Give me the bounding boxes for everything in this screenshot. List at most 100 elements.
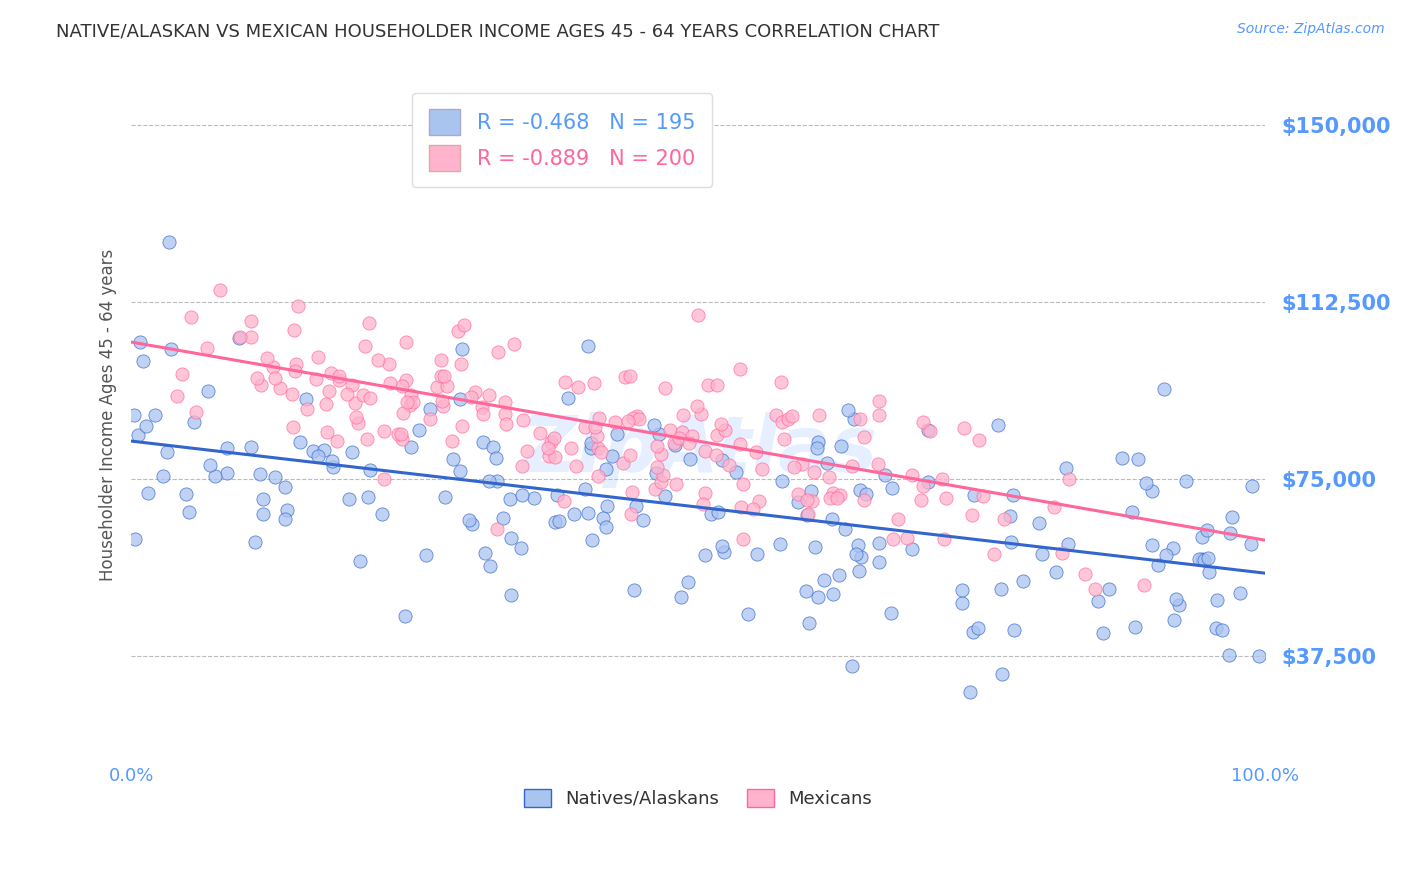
Point [565, 458, 588, 473]
Point [276, 503, 298, 517]
Point [544, 515, 567, 529]
Point [1012, 574, 1035, 589]
Point [1000, 534, 1022, 549]
Point [560, 441, 582, 455]
Point [619, 448, 641, 462]
Point [868, 394, 890, 409]
Point [963, 488, 986, 502]
Point [499, 588, 522, 602]
Point [827, 491, 849, 505]
Point [240, 330, 263, 344]
Point [797, 508, 820, 522]
Point [408, 423, 430, 437]
Point [807, 434, 830, 449]
Point [711, 539, 734, 553]
Point [256, 351, 278, 365]
Point [471, 408, 494, 422]
Point [503, 337, 526, 351]
Point [748, 494, 770, 508]
Point [318, 384, 340, 399]
Point [1121, 505, 1143, 519]
Point [166, 389, 188, 403]
Point [373, 424, 395, 438]
Point [616, 414, 638, 428]
Point [901, 468, 924, 483]
Point [626, 499, 648, 513]
Point [813, 573, 835, 587]
Point [177, 505, 200, 519]
Point [679, 452, 702, 467]
Point [1205, 593, 1227, 607]
Point [143, 409, 166, 423]
Point [129, 335, 152, 350]
Point [790, 458, 813, 472]
Point [343, 396, 366, 410]
Point [950, 583, 973, 598]
Point [765, 409, 787, 423]
Point [419, 402, 441, 417]
Point [620, 507, 643, 521]
Point [252, 507, 274, 521]
Point [1166, 591, 1188, 606]
Point [787, 487, 810, 501]
Point [776, 412, 799, 426]
Point [931, 472, 953, 486]
Point [180, 310, 202, 324]
Point [842, 412, 865, 426]
Point [1220, 510, 1243, 524]
Point [1057, 472, 1080, 486]
Point [1111, 451, 1133, 466]
Point [650, 447, 672, 461]
Point [200, 458, 222, 472]
Point [1133, 578, 1156, 592]
Point [1240, 536, 1263, 550]
Point [322, 460, 344, 475]
Point [1128, 452, 1150, 467]
Point [918, 425, 941, 439]
Point [972, 489, 994, 503]
Point [471, 434, 494, 449]
Point [855, 487, 877, 501]
Point [737, 607, 759, 622]
Point [204, 468, 226, 483]
Point [731, 532, 754, 546]
Point [499, 532, 522, 546]
Point [769, 537, 792, 551]
Point [426, 380, 449, 394]
Point [471, 400, 494, 414]
Point [728, 361, 751, 376]
Point [1098, 582, 1121, 596]
Point [228, 329, 250, 343]
Point [849, 483, 872, 498]
Point [1002, 624, 1025, 638]
Point [1142, 483, 1164, 498]
Point [160, 342, 183, 356]
Point [486, 344, 509, 359]
Text: Source: ZipAtlas.com: Source: ZipAtlas.com [1237, 22, 1385, 37]
Point [495, 417, 517, 431]
Point [804, 541, 827, 555]
Point [806, 441, 828, 455]
Point [337, 491, 360, 506]
Point [875, 467, 897, 482]
Point [882, 532, 904, 546]
Point [645, 439, 668, 453]
Point [391, 406, 413, 420]
Point [557, 391, 579, 405]
Point [796, 508, 818, 522]
Point [686, 399, 709, 413]
Point [449, 392, 471, 407]
Point [818, 470, 841, 484]
Point [447, 324, 470, 338]
Point [529, 425, 551, 440]
Point [1229, 586, 1251, 600]
Point [1168, 598, 1191, 612]
Point [155, 444, 177, 458]
Point [671, 590, 693, 604]
Point [485, 522, 508, 536]
Point [576, 339, 599, 353]
Point [377, 357, 399, 371]
Point [745, 547, 768, 561]
Point [449, 464, 471, 478]
Point [536, 441, 558, 455]
